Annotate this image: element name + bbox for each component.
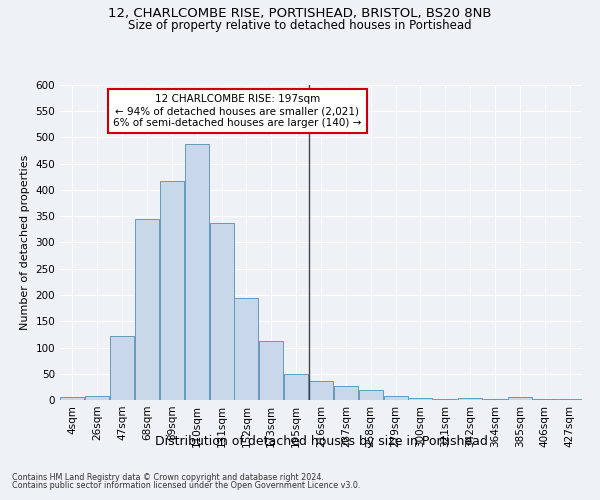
Bar [185, 144, 209, 400]
Bar [533, 399, 557, 400]
Y-axis label: Number of detached properties: Number of detached properties [20, 155, 30, 330]
Text: Contains public sector information licensed under the Open Government Licence v3: Contains public sector information licen… [12, 481, 361, 490]
Bar [309, 381, 333, 400]
Bar [433, 399, 457, 400]
Bar [508, 398, 532, 400]
Bar [383, 396, 407, 400]
Bar [110, 336, 134, 400]
Text: 12 CHARLCOMBE RISE: 197sqm
← 94% of detached houses are smaller (2,021)
6% of se: 12 CHARLCOMBE RISE: 197sqm ← 94% of deta… [113, 94, 362, 128]
Bar [409, 398, 433, 400]
Bar [359, 390, 383, 400]
Bar [209, 222, 233, 400]
Bar [259, 341, 283, 400]
Bar [235, 298, 259, 400]
Bar [85, 396, 109, 400]
Bar [135, 219, 159, 400]
Text: 12, CHARLCOMBE RISE, PORTISHEAD, BRISTOL, BS20 8NB: 12, CHARLCOMBE RISE, PORTISHEAD, BRISTOL… [108, 8, 492, 20]
Text: Distribution of detached houses by size in Portishead: Distribution of detached houses by size … [155, 435, 487, 448]
Bar [458, 398, 482, 400]
Bar [483, 399, 507, 400]
Bar [334, 386, 358, 400]
Bar [160, 180, 184, 400]
Text: Contains HM Land Registry data © Crown copyright and database right 2024.: Contains HM Land Registry data © Crown c… [12, 472, 324, 482]
Bar [284, 374, 308, 400]
Bar [61, 398, 85, 400]
Text: Size of property relative to detached houses in Portishead: Size of property relative to detached ho… [128, 18, 472, 32]
